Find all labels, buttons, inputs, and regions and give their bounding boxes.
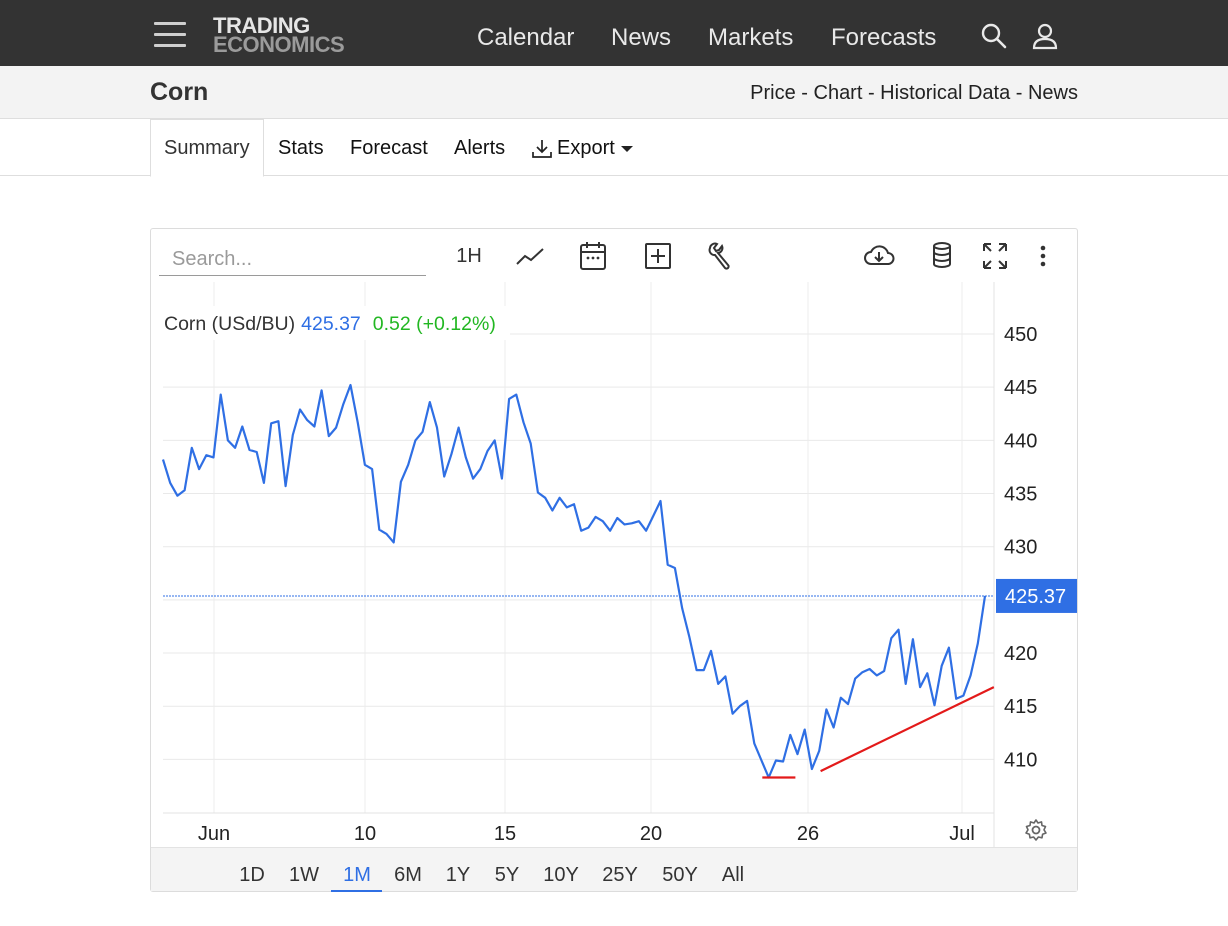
caret-down-icon xyxy=(620,145,633,152)
menu-icon[interactable] xyxy=(154,22,186,48)
range-selector xyxy=(151,847,1077,891)
tab-summary[interactable]: Summary xyxy=(164,137,250,159)
wrench-icon[interactable] xyxy=(706,240,732,272)
nav-markets[interactable]: Markets xyxy=(708,24,794,51)
user-icon[interactable] xyxy=(1031,22,1059,50)
range-1m[interactable]: 1M xyxy=(343,864,371,886)
range-25y[interactable]: 25Y xyxy=(602,864,638,886)
tab-alerts[interactable]: Alerts xyxy=(454,137,506,159)
search-input[interactable] xyxy=(159,244,426,274)
range-selected-underline xyxy=(331,890,382,892)
database-icon[interactable] xyxy=(930,240,954,272)
top-navigation: TRADING ECONOMICS Calendar News Markets … xyxy=(0,0,1228,66)
breadcrumb[interactable]: Price - Chart - Historical Data - News xyxy=(750,82,1078,104)
tab-summary-bg[interactable] xyxy=(150,119,264,177)
nav-news[interactable]: News xyxy=(611,24,672,51)
range-6m[interactable]: 6M xyxy=(394,864,422,886)
range-1d[interactable]: 1D xyxy=(239,864,265,886)
add-icon[interactable] xyxy=(644,240,672,272)
range-10y[interactable]: 10Y xyxy=(543,864,579,886)
fullscreen-icon[interactable] xyxy=(981,240,1009,272)
range-5y[interactable]: 5Y xyxy=(494,864,520,886)
chart-search[interactable] xyxy=(159,244,426,276)
line-chart-icon[interactable] xyxy=(515,240,545,272)
cloud-download-icon[interactable] xyxy=(863,240,895,272)
range-1y[interactable]: 1Y xyxy=(445,864,471,886)
title-bar: Corn Price - Chart - Historical Data - N… xyxy=(0,66,1228,119)
settings-icon[interactable] xyxy=(1024,818,1048,842)
page-title: Corn xyxy=(150,78,209,106)
range-all[interactable]: All xyxy=(721,864,745,886)
download-icon xyxy=(532,139,552,158)
calendar-icon[interactable] xyxy=(579,240,607,272)
interval-selector[interactable]: 1H xyxy=(456,244,482,267)
range-1w[interactable]: 1W xyxy=(289,864,319,886)
search-icon[interactable] xyxy=(980,22,1008,50)
tab-export[interactable]: Export xyxy=(531,137,634,160)
export-label: Export xyxy=(557,137,615,159)
tab-stats[interactable]: Stats xyxy=(278,137,324,159)
range-50y[interactable]: 50Y xyxy=(662,864,698,886)
more-icon[interactable] xyxy=(1036,240,1050,272)
tab-forecast[interactable]: Forecast xyxy=(350,137,428,159)
nav-calendar[interactable]: Calendar xyxy=(477,24,575,51)
nav-forecasts[interactable]: Forecasts xyxy=(831,24,937,51)
tab-bar: Summary Stats Forecast Alerts Export xyxy=(0,119,1228,177)
logo[interactable]: TRADING ECONOMICS xyxy=(213,13,345,57)
chart-panel xyxy=(150,228,1078,892)
